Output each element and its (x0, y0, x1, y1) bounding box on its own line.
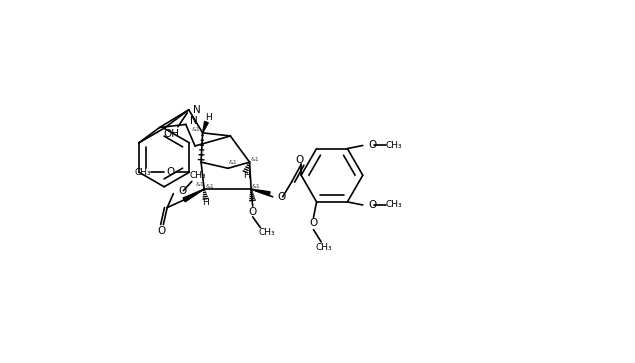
Text: CH₃: CH₃ (385, 200, 402, 209)
Text: H: H (203, 199, 209, 207)
Text: O: O (309, 219, 318, 228)
Polygon shape (251, 189, 270, 196)
Text: O: O (157, 226, 166, 236)
Text: O: O (368, 200, 377, 210)
Text: O: O (178, 185, 186, 196)
Text: O: O (277, 192, 286, 202)
Text: CH₃: CH₃ (316, 243, 333, 252)
Text: N: N (190, 115, 197, 126)
Text: O: O (248, 207, 257, 217)
Text: O: O (368, 140, 377, 151)
Text: &1: &1 (228, 160, 237, 165)
Text: &1: &1 (206, 184, 215, 189)
Polygon shape (203, 122, 208, 133)
Text: H: H (204, 113, 211, 122)
Text: CH₃: CH₃ (385, 141, 402, 150)
Text: &1: &1 (251, 156, 259, 162)
Text: O: O (166, 167, 175, 177)
Text: O: O (295, 155, 304, 165)
Text: &1: &1 (251, 184, 260, 188)
Text: CH₃: CH₃ (258, 228, 275, 237)
Text: &1: &1 (195, 182, 204, 187)
Polygon shape (183, 189, 204, 202)
Text: &1: &1 (191, 127, 200, 132)
Text: OH: OH (164, 130, 180, 139)
Text: N: N (192, 105, 201, 115)
Text: H: H (243, 171, 250, 180)
Text: CH₃: CH₃ (190, 171, 206, 180)
Text: CH₃: CH₃ (134, 168, 150, 177)
